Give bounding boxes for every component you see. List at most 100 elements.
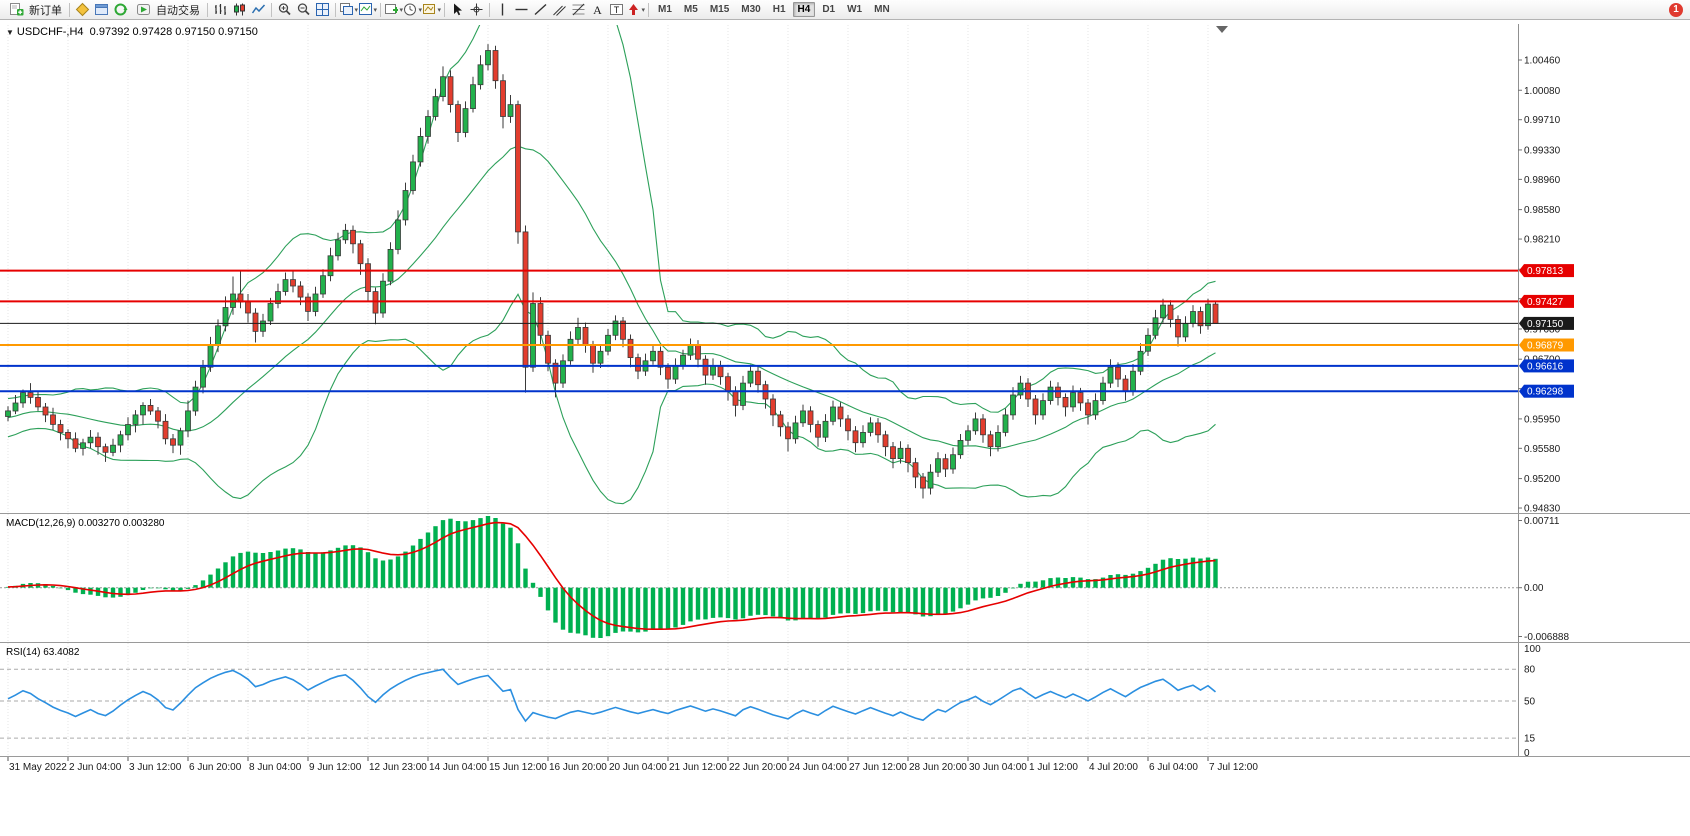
- candle: [575, 326, 581, 340]
- candle: [882, 434, 889, 448]
- candle: [635, 357, 641, 372]
- main-toolbar: 新订单 自动交易 ▾ ▾ ▾ ▾: [0, 0, 1690, 20]
- macd-histogram-bar: [80, 587, 86, 595]
- macd-histogram-bar: [583, 587, 588, 636]
- candle: [267, 303, 274, 322]
- time-axis[interactable]: 31 May 2022 2 Jun 04:00 3 Jun 12:00 6 Jun 2…: [7, 757, 1258, 773]
- macd-scale: 0.00711 0.00 -0.006888: [1518, 516, 1569, 643]
- vertical-line-tool-icon[interactable]: [493, 1, 512, 18]
- macd-histogram-bar: [1078, 577, 1083, 588]
- line-chart-type-icon[interactable]: [249, 1, 268, 18]
- timeframe-button-D1[interactable]: D1: [822, 4, 836, 15]
- candlestick-chart-type-icon[interactable]: [230, 1, 249, 18]
- timeframe-button-M5[interactable]: M5: [683, 4, 698, 15]
- macd-histogram-bar: [530, 582, 536, 588]
- collapse-arrow-icon[interactable]: ▼: [6, 28, 14, 37]
- timeframe-button-H1[interactable]: H1: [772, 4, 786, 15]
- notification-badge[interactable]: 1: [1669, 2, 1683, 17]
- horizontal-line-tool-icon[interactable]: [512, 1, 531, 18]
- period-clock-icon[interactable]: ▾: [403, 1, 422, 18]
- candle: [275, 291, 281, 304]
- macd-histogram-bar: [620, 587, 626, 632]
- new-order-button[interactable]: 新订单: [3, 0, 66, 19]
- macd-histogram-bar: [260, 553, 266, 588]
- cursor-icon[interactable]: [448, 1, 467, 18]
- candle: [42, 406, 49, 416]
- timeframe-button-M30[interactable]: M30: [741, 4, 761, 15]
- text-label-tool-icon[interactable]: T: [607, 1, 626, 18]
- svg-text:0.96298: 0.96298: [1527, 387, 1564, 398]
- autotrading-button[interactable]: 自动交易: [130, 0, 204, 19]
- price-tag-0.96298: 0.96298: [1519, 384, 1574, 398]
- refresh-icon[interactable]: [111, 1, 130, 18]
- zoom-in-icon[interactable]: [275, 1, 294, 18]
- terminal-icon[interactable]: [92, 1, 111, 18]
- macd-histogram-bar: [710, 587, 716, 618]
- candle: [905, 447, 911, 463]
- cascade-windows-icon[interactable]: ▾: [339, 1, 358, 18]
- macd-main-value: 0.003270: [78, 518, 120, 529]
- candle: [687, 344, 694, 356]
- template-icon[interactable]: ▾: [422, 1, 441, 18]
- svg-text:0.97427: 0.97427: [1527, 297, 1564, 308]
- macd-histogram-bar: [470, 520, 476, 588]
- timeframe-button-W1[interactable]: W1: [847, 4, 863, 15]
- svg-text:A: A: [593, 3, 602, 17]
- text-tool-icon[interactable]: A: [588, 1, 607, 18]
- candle: [1197, 311, 1204, 327]
- macd-histogram-bar: [290, 548, 296, 588]
- candle: [552, 362, 559, 384]
- macd-histogram-bar: [718, 587, 723, 618]
- candle: [312, 293, 319, 312]
- candle: [875, 422, 881, 436]
- timeframe-button-MN[interactable]: MN: [874, 4, 890, 15]
- candle: [365, 263, 371, 293]
- macd-histogram-bar: [313, 552, 318, 588]
- macd-histogram-bar: [883, 587, 888, 612]
- candle: [1047, 386, 1054, 402]
- macd-histogram-bar: [793, 587, 798, 621]
- timeframe-button-M1[interactable]: M1: [658, 4, 672, 15]
- channel-tool-icon[interactable]: [550, 1, 569, 18]
- arrows-tool-icon[interactable]: ▾: [626, 1, 645, 18]
- new-chart-icon[interactable]: ▾: [384, 1, 403, 18]
- chart-shift-marker[interactable]: [1216, 26, 1228, 33]
- horizontal-lines[interactable]: [0, 269, 1518, 393]
- timeframe-button-M15[interactable]: M15: [709, 4, 730, 15]
- macd-histogram-bar: [665, 587, 671, 630]
- macd-histogram-bar: [418, 538, 423, 588]
- trend-line-tool-icon[interactable]: [531, 1, 550, 18]
- arrange-windows-icon[interactable]: ▾: [358, 1, 377, 18]
- time-label: 15 Jun 12:00: [489, 762, 547, 773]
- chart-header: ▼ USDCHF-,H4 0.97392 0.97428 0.97150 0.97…: [6, 26, 258, 38]
- macd-histogram-bar: [268, 552, 273, 588]
- candle: [785, 426, 791, 440]
- candle: [260, 320, 266, 332]
- candle: [612, 320, 619, 336]
- time-label: 24 Jun 04:00: [789, 762, 847, 773]
- price-scale[interactable]: 1.00460 1.00080 0.99710 0.99330 0.98960 0.985…: [1518, 24, 1574, 756]
- fibonacci-tool-icon[interactable]: [569, 1, 588, 18]
- zoom-out-icon[interactable]: [294, 1, 313, 18]
- candle: [342, 229, 349, 241]
- macd-histogram-bar: [178, 587, 183, 591]
- crosshair-icon[interactable]: [467, 1, 486, 18]
- timeframe-button-H4[interactable]: H4: [792, 2, 816, 17]
- svg-text:50: 50: [1524, 697, 1536, 708]
- new-order-icon: [7, 1, 26, 18]
- macd-histogram-bar: [1010, 587, 1016, 589]
- macd-histogram-bar: [1183, 558, 1188, 588]
- candle: [200, 366, 206, 388]
- candle: [545, 334, 551, 364]
- metaeditor-icon[interactable]: [73, 1, 92, 18]
- tile-windows-icon[interactable]: [313, 1, 332, 18]
- candle: [747, 370, 754, 384]
- time-label: 8 Jun 04:00: [249, 762, 302, 773]
- macd-histogram-bar: [455, 521, 461, 588]
- svg-text:0.95580: 0.95580: [1524, 444, 1561, 455]
- candle: [1145, 334, 1151, 352]
- rsi-panel: [0, 668, 1518, 739]
- bar-chart-type-icon[interactable]: [211, 1, 230, 18]
- macd-histogram-bar: [1213, 558, 1218, 588]
